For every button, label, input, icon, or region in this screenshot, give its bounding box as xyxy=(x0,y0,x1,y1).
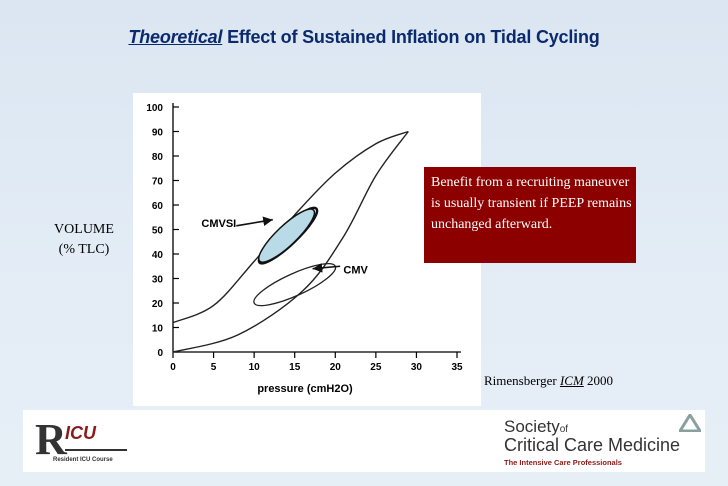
y-tick-label: 0 xyxy=(157,348,163,359)
citation-author: Rimensberger xyxy=(484,373,560,388)
note-box: Benefit from a recruiting maneuver is us… xyxy=(424,167,636,263)
y-tick-label: 40 xyxy=(152,250,164,261)
title-rest: Effect of Sustained Inflation on Tidal C… xyxy=(222,27,600,47)
x-tick-label: 35 xyxy=(451,362,463,373)
y-axis-label-line2: (% TLC) xyxy=(58,242,110,257)
footer-logos: R ICU Resident ICU Course Societyof Crit… xyxy=(23,410,705,472)
x-tick-label: 5 xyxy=(211,362,217,373)
annotation-label: CMVSI xyxy=(201,218,236,230)
title-italic: Theoretical xyxy=(128,27,223,47)
citation: Rimensberger ICM 2000 xyxy=(484,373,613,389)
x-tick-label: 0 xyxy=(170,362,176,373)
slide-title: Theoretical Effect of Sustained Inflatio… xyxy=(0,27,728,48)
annotation-label: CMV xyxy=(343,265,368,277)
x-tick-label: 15 xyxy=(289,362,301,373)
logo-subtitle: Resident ICU Course xyxy=(53,457,113,463)
y-tick-label: 100 xyxy=(146,103,163,114)
x-tick-label: 30 xyxy=(411,362,423,373)
y-tick-label: 70 xyxy=(152,177,164,188)
sccm-logo: Societyof Critical Care Medicine The Int… xyxy=(501,414,701,470)
pressure-volume-chart: 0 10 20 30 40 50 60 70 80 90 100 0 5 10 15 20 25 30 35 pres… xyxy=(146,103,463,395)
sccm-of: of xyxy=(559,424,569,435)
triangle-icon xyxy=(679,414,701,432)
y-tick-label: 20 xyxy=(152,299,164,310)
citation-year: 2000 xyxy=(583,373,614,388)
resident-icu-logo: R ICU Resident ICU Course xyxy=(35,415,135,467)
sccm-society: Society xyxy=(504,417,560,436)
y-tick-label: 50 xyxy=(152,226,164,237)
y-tick-label: 90 xyxy=(152,128,164,139)
annotation-arrow-cmvsi xyxy=(236,216,273,227)
logo-icu-text: ICU xyxy=(65,423,96,443)
loop-cmv xyxy=(253,263,337,307)
sccm-line1: Societyof xyxy=(504,417,568,437)
sccm-line3: The Intensive Care Professionals xyxy=(504,458,622,467)
y-tick-label: 60 xyxy=(152,201,164,212)
y-tick-label: 80 xyxy=(152,152,164,163)
y-tick-label: 30 xyxy=(152,275,164,286)
logo-r-mark: R xyxy=(35,415,67,464)
plot-panel: 0 10 20 30 40 50 60 70 80 90 100 0 5 10 15 20 25 30 35 pres… xyxy=(133,93,481,406)
x-tick-label: 20 xyxy=(330,362,342,373)
x-axis-title: pressure (cmH2O) xyxy=(257,383,353,395)
series-line-outer-loop-inflation xyxy=(172,130,409,324)
x-tick-label: 10 xyxy=(249,362,261,373)
x-tick-label: 25 xyxy=(370,362,382,373)
loop-cmvsi xyxy=(258,208,316,263)
annotation-arrow-cmv xyxy=(312,263,341,273)
sccm-line2: Critical Care Medicine xyxy=(504,435,681,455)
y-axis-label: VOLUME (% TLC) xyxy=(36,220,132,260)
y-tick-label: 10 xyxy=(152,324,164,335)
logo-underline xyxy=(65,449,127,451)
citation-journal: ICM xyxy=(559,373,584,388)
y-axis-label-line1: VOLUME xyxy=(54,222,114,237)
